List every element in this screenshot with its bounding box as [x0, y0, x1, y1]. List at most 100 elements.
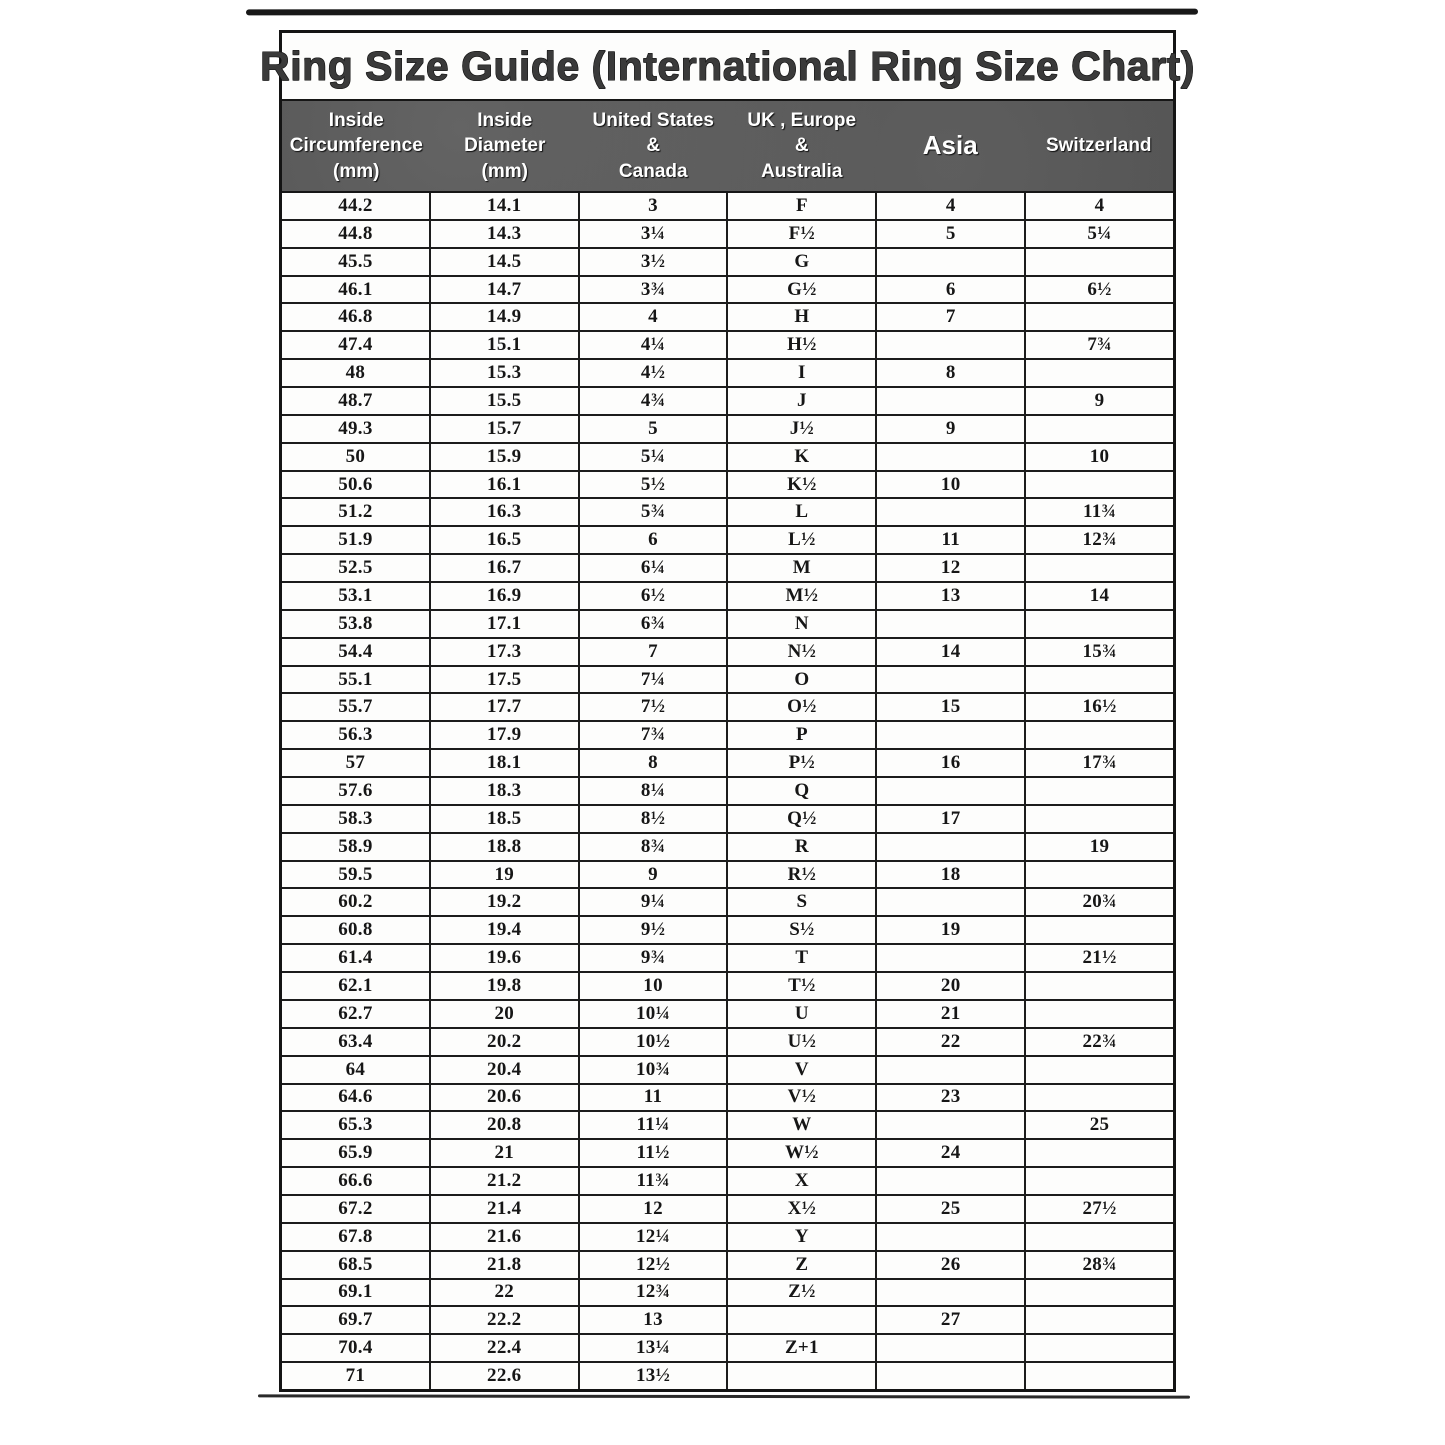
table-cell: 22.2: [428, 1307, 578, 1334]
table-cell: 14.7: [428, 276, 578, 303]
table-cell: 14: [1024, 583, 1173, 609]
table-cell: 28¾: [1024, 1251, 1173, 1278]
table-cell: [875, 332, 1024, 359]
table-cell: [875, 833, 1024, 860]
table-cell: [875, 666, 1024, 693]
table-cell: 19.6: [428, 945, 578, 972]
table-cell: 3¾: [577, 276, 727, 303]
table-cell: 13: [577, 1307, 727, 1334]
table-cell: M½: [726, 583, 875, 609]
table-cell: 19.2: [428, 889, 578, 916]
table-cell: I: [726, 360, 875, 387]
table-cell: 15: [875, 694, 1024, 721]
table-cell: 61.4: [338, 947, 373, 969]
table-cell: 26: [875, 1251, 1024, 1278]
table-cell: 22.4: [428, 1335, 578, 1362]
table-cell: 22: [428, 1279, 578, 1306]
table-row: 44.2 14.1 3 F 4 4: [282, 193, 1173, 219]
table-cell: K½: [726, 471, 875, 498]
table-cell: N: [726, 610, 875, 637]
table-row: 51.2 16.3 5¾ L 11¾: [282, 497, 1173, 526]
table-cell: 58.3: [338, 807, 373, 829]
table-cell: [875, 889, 1024, 916]
table-cell: 4: [577, 304, 727, 331]
table-row: 69.1 22 12¾ Z½: [282, 1277, 1173, 1306]
table-cell: [1024, 555, 1173, 582]
table-cell: 10½: [577, 1028, 727, 1055]
table-cell: 10¾: [577, 1056, 727, 1083]
table-cell: 21: [428, 1140, 578, 1167]
table-cell: 51.9: [338, 529, 373, 551]
table-cell: 4½: [577, 360, 727, 387]
table-cell: [875, 1223, 1024, 1250]
table-cell: 16.1: [428, 471, 578, 498]
table-row: 53.1 16.9 6½ M½ 13 14: [282, 581, 1173, 609]
table-cell: 58.9: [338, 835, 373, 857]
table-cell: [1024, 360, 1173, 387]
table-cell: [1024, 415, 1173, 442]
table-cell: 16½: [1024, 694, 1173, 721]
table-cell: 20.8: [428, 1112, 578, 1139]
table-cell: 55.1: [338, 668, 373, 690]
table-cell: 70.4: [338, 1337, 373, 1359]
table-cell: 20.4: [428, 1056, 578, 1083]
table-cell: 16: [875, 750, 1024, 777]
table-cell: L½: [726, 527, 875, 554]
table-cell: 9¼: [577, 889, 727, 916]
table-cell: [1024, 1279, 1173, 1306]
table-cell: [875, 1335, 1024, 1362]
table-cell: 7½: [577, 694, 727, 721]
table-row: 50 15.9 5¼ K 10: [282, 441, 1173, 470]
table-cell: 20: [428, 1000, 578, 1027]
table-cell: 47.4: [338, 334, 373, 356]
table-cell: 12: [577, 1195, 727, 1222]
table-cell: 50.6: [338, 473, 373, 495]
table-cell: [1024, 610, 1173, 637]
table-cell: 27½: [1024, 1195, 1173, 1222]
table-cell: 20.2: [428, 1028, 578, 1055]
table-cell: [875, 443, 1024, 470]
table-row: 51.9 16.5 6 L½ 11 12¾: [282, 525, 1173, 554]
table-cell: 9¾: [577, 945, 727, 972]
table-row: 53.8 17.1 6¾ N: [282, 608, 1173, 637]
table-cell: 3: [577, 193, 727, 219]
table-row: 57.6 18.3 8¼ Q: [282, 776, 1173, 804]
table-cell: 66.6: [338, 1170, 373, 1191]
table-cell: 13: [875, 583, 1024, 609]
table-cell: 27: [875, 1307, 1024, 1334]
table-cell: 17.5: [428, 666, 578, 693]
table-cell: 14.9: [428, 304, 578, 331]
table-cell: 55.7: [338, 696, 373, 718]
table-cell: 25: [1024, 1112, 1173, 1139]
table-cell: 16.7: [428, 555, 578, 582]
table-cell: 25: [875, 1195, 1024, 1222]
table-cell: [1024, 805, 1173, 832]
table-cell: 15.7: [428, 415, 578, 442]
table-cell: F½: [726, 220, 875, 247]
table-row: 66.6 21.2 11¾ X: [282, 1166, 1173, 1194]
table-cell: 4: [875, 193, 1024, 219]
table-cell: 12¾: [1024, 527, 1173, 554]
table-cell: [1024, 1168, 1173, 1194]
table-row: 67.2 21.4 12 X½ 25 27½: [282, 1193, 1173, 1222]
table-cell: [875, 1168, 1024, 1194]
table-row: 70.4 22.4 13¼ Z+1: [282, 1333, 1173, 1362]
table-cell: 10¼: [577, 1000, 727, 1027]
table-cell: Q½: [726, 805, 875, 832]
table-row: 58.9 18.8 8¾ R 19: [282, 831, 1173, 860]
table-cell: N½: [726, 638, 875, 665]
table-cell: 14.1: [428, 193, 578, 219]
table-cell: [1024, 1223, 1173, 1250]
table-cell: 16.3: [428, 499, 578, 526]
table-cell: [875, 778, 1024, 804]
table-cell: 23: [875, 1084, 1024, 1111]
table-cell: 5: [577, 415, 727, 442]
table-cell: 21.6: [428, 1223, 578, 1250]
table-cell: [875, 1363, 1024, 1389]
table-cell: 54.4: [338, 640, 373, 662]
table-cell: Y: [726, 1223, 875, 1250]
table-cell: 5¾: [577, 499, 727, 526]
table-cell: 51.2: [338, 501, 373, 523]
table-cell: [726, 1363, 875, 1389]
table-cell: 12: [875, 555, 1024, 582]
